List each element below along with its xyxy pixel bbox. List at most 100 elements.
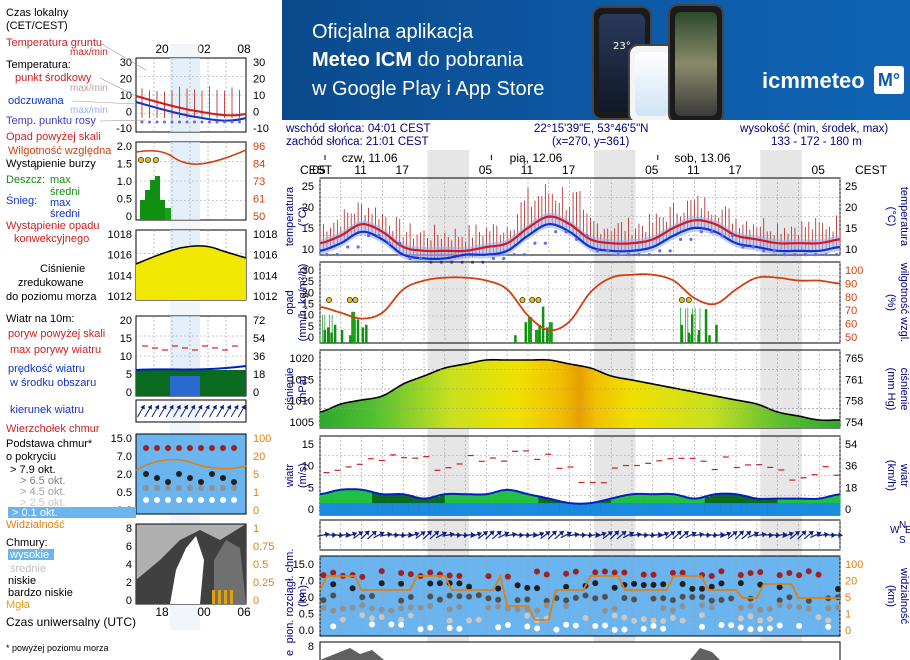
rain-bar [715, 325, 718, 343]
wind-low-bar [351, 503, 357, 515]
cloud-base-dot [738, 605, 744, 611]
cloud-base-dot [350, 585, 356, 591]
wind-low-bar [658, 503, 664, 515]
cloud-base-dot [583, 615, 589, 621]
hour-label: 17 [396, 163, 410, 177]
tick-right: 0 [845, 504, 851, 516]
dew-point [398, 242, 401, 245]
wind-low-bar [481, 503, 487, 515]
tick-right: 10 [845, 244, 857, 256]
wind-low-bar [362, 503, 368, 515]
wind-low-bar [720, 503, 726, 515]
banner-line1: Oficjalna aplikacja [312, 22, 473, 42]
wind-arrow [546, 529, 559, 542]
cloud-base-dot [563, 584, 569, 590]
wind-low-bar [372, 503, 378, 515]
dew-point [689, 238, 692, 241]
rain-bar [514, 335, 517, 343]
panel-label-left: pion. rozciągł. chm. [284, 549, 296, 644]
wind-low-bar [518, 503, 524, 515]
wind-arrow [671, 529, 684, 542]
panel-label-left: wiatr [284, 464, 296, 489]
cloud-base-dot [476, 592, 482, 598]
wind-arrow [490, 529, 503, 541]
wind-low-bar [663, 503, 669, 515]
wind-low-bar [783, 503, 789, 515]
tick-right: 15 [845, 223, 857, 235]
wind-low-bar [809, 503, 815, 515]
cloud-base-dot [612, 613, 618, 619]
cloud-base-dot [534, 585, 540, 591]
cloud-base-dot [466, 584, 472, 590]
cloud-base-dot [757, 569, 763, 575]
cloud-base-dot [456, 573, 462, 579]
cloud-base-dot [320, 605, 326, 611]
dew-point [710, 230, 713, 233]
wind-low-bar [710, 503, 716, 515]
cloud-base-dot [427, 603, 433, 609]
wind-low-bar [346, 503, 352, 515]
coords: 22°15'39"E, 53°46'5"N [534, 123, 648, 135]
panel-label-right: widzialność [898, 567, 910, 625]
rain-bar-avg [549, 322, 553, 343]
wind-low-bar [393, 503, 399, 515]
cloud-base-dot [388, 621, 394, 627]
app-banner[interactable]: Oficjalna aplikacja Meteo ICM do pobrani… [282, 0, 910, 120]
cloud-base-dot [738, 624, 744, 630]
arrow-head [358, 529, 365, 536]
cloud-base-dot [505, 622, 511, 628]
wind-low-bar [549, 503, 555, 515]
cloud-base-dot [806, 568, 812, 574]
dew-point [523, 253, 526, 256]
wind-low-bar [564, 503, 570, 515]
cloud-base-dot [641, 572, 647, 578]
cloud-base-dot [495, 624, 501, 630]
wind-low-bar [507, 503, 513, 515]
panel-label-right: ciśnienie [898, 368, 910, 411]
wind-low-bar [648, 503, 654, 515]
cloud-base-dot [447, 618, 453, 624]
wind-low-bar [596, 503, 602, 515]
tick-right: 100 [845, 559, 863, 571]
dew-point [825, 253, 828, 256]
dew-point [377, 234, 380, 237]
cloud-base-dot [495, 597, 501, 603]
sunset: zachód słońca: 21:01 CEST [286, 136, 429, 148]
cloud-base-dot [786, 570, 792, 576]
sunrise: wschód słońca: 04:01 CEST [286, 123, 430, 135]
logo-text: icmmeteo [762, 68, 865, 94]
cloud-base-dot [563, 622, 569, 628]
cloud-base-dot [709, 573, 715, 579]
cloud-base-dot [709, 604, 715, 610]
wind-low-bar [341, 503, 347, 515]
cloud-base-dot [524, 613, 530, 619]
cloud-base-dot [524, 585, 530, 591]
wind-low-bar [741, 503, 747, 515]
wind-low-bar [403, 503, 409, 515]
wind-low-bar [767, 503, 773, 515]
wind-low-bar [336, 503, 342, 515]
wind-low-bar [627, 503, 633, 515]
wind-low-bar [382, 503, 388, 515]
cloud-base-dot [437, 580, 443, 586]
cloud-base-dot [689, 586, 695, 592]
cloud-base-dot [825, 624, 831, 630]
cloud-base-dot [680, 594, 686, 600]
dew-point [700, 230, 703, 233]
dew-point [492, 257, 495, 260]
cest-right: CEST [855, 163, 888, 177]
wind-low-bar [824, 503, 830, 515]
wind-low-bar [653, 503, 659, 515]
cloud-base-dot [408, 604, 414, 610]
dew-point [502, 257, 505, 260]
cloud-base-dot [573, 623, 579, 629]
tick-right: 761 [845, 374, 863, 386]
wind-low-bar [388, 503, 394, 515]
cloud-base-dot [631, 596, 637, 602]
panel-unit-right: (°C) [885, 207, 897, 227]
height-label: wysokość (min, środek, max) [740, 123, 888, 135]
wind-low-bar [642, 503, 648, 515]
grid-point: (x=270, y=361) [552, 136, 629, 148]
dew-point [658, 249, 661, 252]
cloud-base-dot [621, 569, 627, 575]
